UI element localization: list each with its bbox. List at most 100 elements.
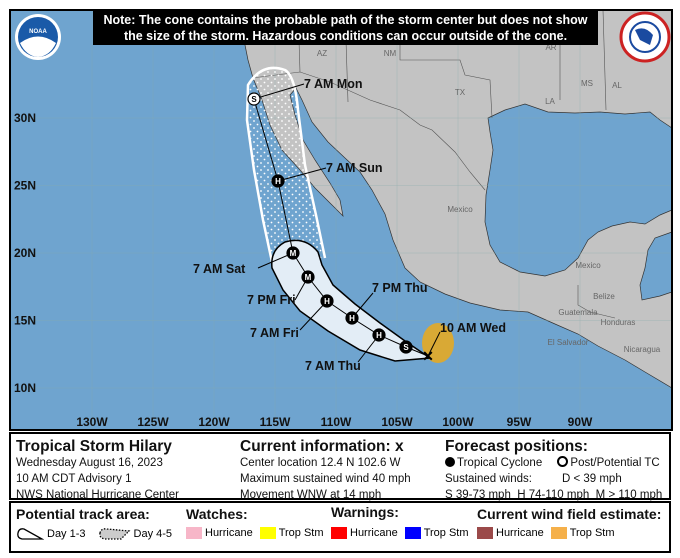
watch-trop-label: Trop Stm bbox=[278, 527, 324, 539]
cone-disclaimer: Note: The cone contains the probable pat… bbox=[93, 11, 598, 45]
lon-tick-label: 120W bbox=[198, 415, 230, 429]
place-label: Belize bbox=[593, 292, 615, 301]
m-scale: M > 110 mph bbox=[595, 489, 663, 501]
day4-5-label: Day 4-5 bbox=[133, 528, 173, 540]
watch-hurricane-label: Hurricane bbox=[205, 527, 253, 539]
forecast-time-label: 7 AM Mon bbox=[304, 77, 363, 91]
forecast-time-label: 7 AM Sat bbox=[193, 262, 246, 276]
day1-3-label: Day 1-3 bbox=[47, 528, 86, 540]
wind-field-heading: Current wind field estimate: bbox=[477, 506, 662, 522]
forecast-point-M bbox=[286, 246, 300, 260]
place-label: Honduras bbox=[601, 318, 636, 327]
forecast-point-S bbox=[399, 340, 413, 354]
center-location: Center location 12.4 N 102.6 W bbox=[240, 457, 401, 469]
advisory-number: 10 AM CDT Advisory 1 bbox=[16, 473, 132, 485]
place-label: LA bbox=[545, 97, 555, 106]
place-label: AZ bbox=[317, 49, 327, 58]
watch-trop-swatch bbox=[259, 527, 276, 539]
gulf-of-mexico bbox=[484, 103, 673, 277]
place-label: MS bbox=[581, 79, 593, 88]
watches-heading: Watches: bbox=[186, 506, 248, 522]
label-leader bbox=[427, 331, 441, 357]
intensity-letter: H bbox=[376, 331, 382, 340]
tropical-cyclone-key: Tropical Cyclone bbox=[457, 457, 543, 469]
label-leader bbox=[277, 167, 327, 182]
warn-trop-swatch bbox=[404, 527, 421, 539]
place-label: Guatemala bbox=[558, 308, 598, 317]
intensity-letter: S bbox=[403, 343, 409, 352]
storm-info-panel: Tropical Storm Hilary Wednesday August 1… bbox=[9, 432, 671, 501]
day4-5-cone-icon bbox=[98, 528, 130, 540]
forecast-point-S bbox=[247, 92, 261, 106]
open-circle-icon bbox=[557, 456, 569, 467]
lon-tick-label: 115W bbox=[260, 415, 291, 429]
issuing-agency: NWS National Hurricane Center bbox=[16, 489, 179, 501]
s-scale: S 39-73 mph bbox=[445, 489, 511, 501]
intensity-letter: M bbox=[290, 249, 297, 258]
forecast-point-H bbox=[372, 328, 386, 342]
warn-hurricane-swatch bbox=[331, 527, 347, 539]
forecast-heading: Forecast positions: bbox=[445, 438, 588, 455]
svg-text:NOAA: NOAA bbox=[29, 29, 47, 35]
lat-tick-label: 20N bbox=[14, 246, 36, 260]
forecast-point-M bbox=[301, 270, 315, 284]
storm-title: Tropical Storm Hilary bbox=[16, 438, 172, 455]
wind-hurricane-label: Hurricane bbox=[496, 527, 544, 539]
lon-tick-label: 90W bbox=[568, 415, 593, 429]
lon-tick-label: 100W bbox=[442, 415, 474, 429]
label-leader bbox=[253, 83, 305, 100]
place-label: Mexico bbox=[447, 205, 473, 214]
post-potential-key: Post/Potential TC bbox=[570, 457, 660, 469]
lat-tick-label: 10N bbox=[14, 381, 36, 395]
cone-day1-3 bbox=[271, 239, 433, 362]
day1-3-cone-icon bbox=[17, 528, 44, 540]
label-leader bbox=[299, 300, 328, 331]
lat-tick-label: 30N bbox=[14, 111, 36, 125]
cone-day4-5 bbox=[245, 66, 327, 263]
lon-tick-label: 130W bbox=[76, 415, 108, 429]
current-position-x-icon: ✕ bbox=[422, 348, 434, 364]
h-scale: H 74-110 mph bbox=[517, 489, 590, 501]
lon-tick-label: 95W bbox=[507, 415, 532, 429]
current-info-heading: Current information: bbox=[240, 438, 391, 455]
lon-tick-label: 105W bbox=[381, 415, 413, 429]
nws-logo bbox=[619, 11, 671, 63]
place-labels: AZ NM TX AR MS AL LA Mexico Mexico Belize Guatemal… bbox=[317, 43, 661, 354]
track-area-heading: Potential track area: bbox=[16, 506, 150, 522]
watch-hurricane-swatch bbox=[186, 527, 202, 539]
intensity-letter: H bbox=[349, 314, 355, 323]
place-label: AR bbox=[545, 43, 556, 52]
forecast-time-label: 7 PM Fri bbox=[247, 293, 296, 307]
forecast-point-H bbox=[320, 294, 334, 308]
forecast-track: ✕ 10 AM Wed S H 7 AM Thu H 7 PM Thu H 7 AM Fri M 7… bbox=[193, 77, 506, 373]
lon-tick-label: 110W bbox=[321, 415, 352, 429]
forecast-time-label: 7 AM Thu bbox=[305, 359, 361, 373]
lon-tick-label: 125W bbox=[137, 415, 169, 429]
wind-trop-label: Trop Stm bbox=[569, 527, 615, 539]
place-label: Nicaragua bbox=[624, 345, 661, 354]
forecast-time-label: 7 AM Sun bbox=[326, 161, 382, 175]
disclaimer-line-1: Note: The cone contains the probable pat… bbox=[103, 13, 588, 27]
movement: Movement WNW at 14 mph bbox=[240, 489, 382, 501]
forecast-point-H bbox=[271, 174, 285, 188]
disclaimer-line-2: the size of the storm. Hazardous conditi… bbox=[123, 29, 568, 43]
intensity-letter: M bbox=[305, 273, 312, 282]
map-legend: Potential track area: Day 1-3 Day 4-5 Wa… bbox=[9, 501, 671, 553]
warn-trop-label: Trop Stm bbox=[423, 527, 469, 539]
place-label: TX bbox=[455, 88, 466, 97]
d-scale: D < 39 mph bbox=[561, 473, 622, 485]
advisory-date: Wednesday August 16, 2023 bbox=[16, 457, 163, 469]
forecast-time-label: 10 AM Wed bbox=[440, 321, 506, 335]
caribbean-sea bbox=[639, 231, 673, 301]
forecast-time-label: 7 AM Fri bbox=[250, 326, 299, 340]
place-label: Mexico bbox=[575, 261, 601, 270]
max-wind: Maximum sustained wind 40 mph bbox=[240, 473, 411, 485]
place-label: AL bbox=[612, 81, 622, 90]
axis-ticks: 130W 125W 120W 115W 110W 105W 100W 95W 90W 30N 25N… bbox=[14, 111, 593, 429]
filled-circle-icon bbox=[445, 457, 455, 467]
place-label: El Salvador bbox=[548, 338, 589, 347]
intensity-letter: H bbox=[324, 297, 330, 306]
warn-hurricane-label: Hurricane bbox=[350, 527, 398, 539]
warnings-heading: Warnings: bbox=[331, 504, 399, 520]
